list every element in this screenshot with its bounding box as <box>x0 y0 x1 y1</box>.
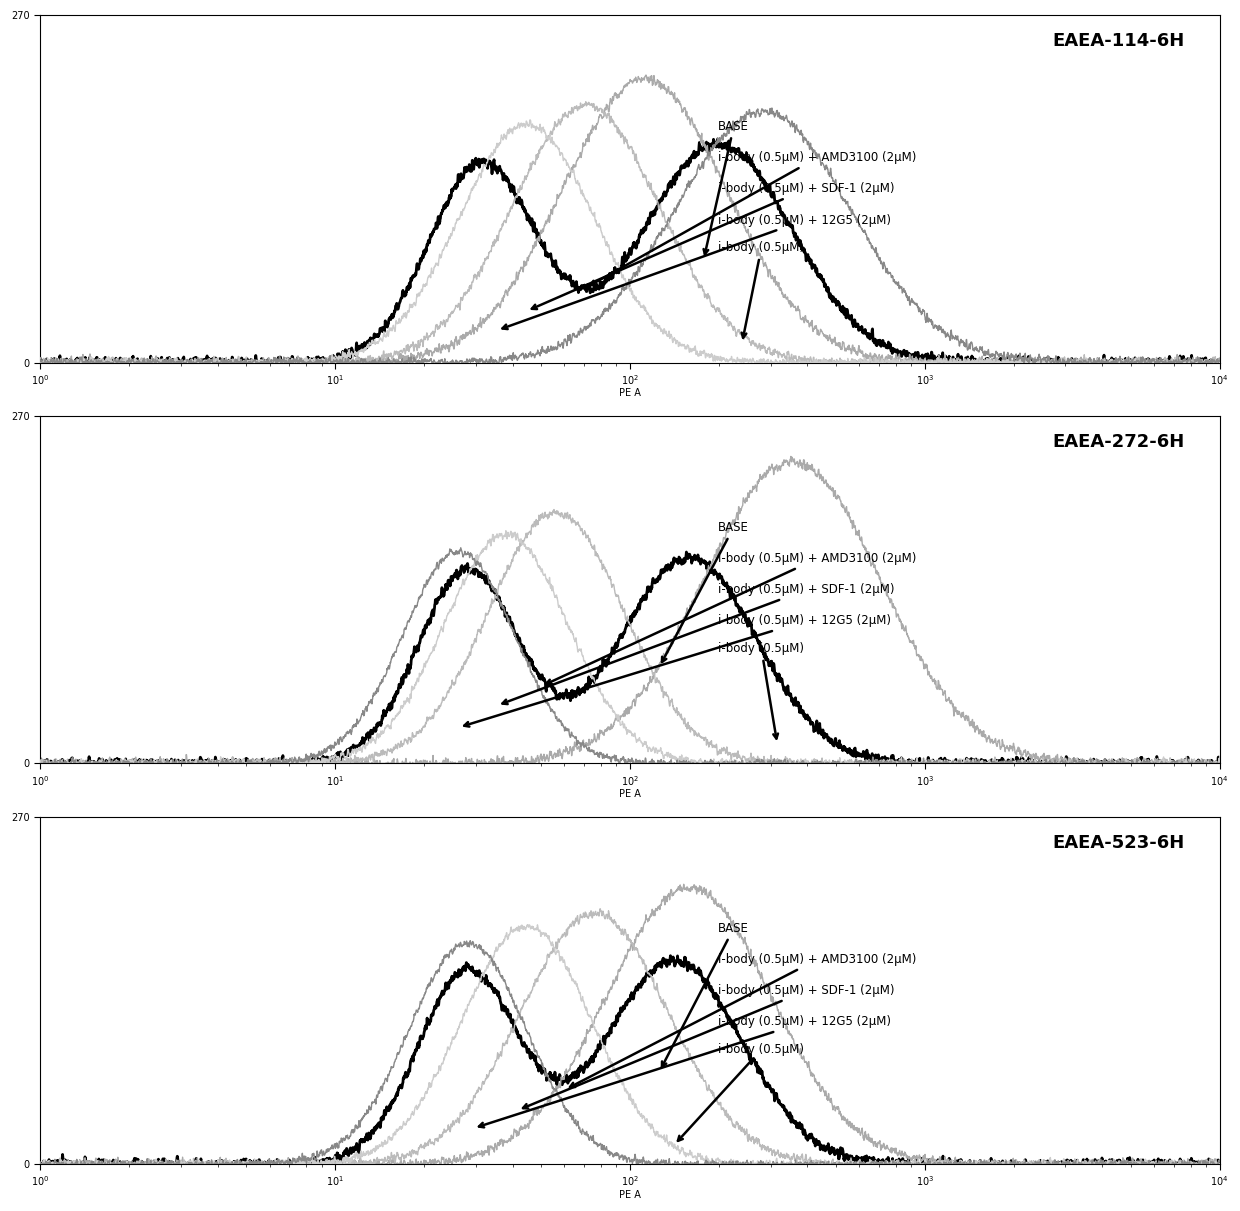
Text: EAEA-523-6H: EAEA-523-6H <box>1052 834 1184 853</box>
Text: EAEA-114-6H: EAEA-114-6H <box>1052 33 1184 51</box>
Text: i-body (0.5μM) + AMD3100 (2μM): i-body (0.5μM) + AMD3100 (2μM) <box>570 953 916 1087</box>
Text: i-body (0.5μM) + SDF-1 (2μM): i-body (0.5μM) + SDF-1 (2μM) <box>532 183 895 309</box>
Text: i-body (0.5μM) + SDF-1 (2μM): i-body (0.5μM) + SDF-1 (2μM) <box>523 985 895 1108</box>
Text: i-body (0.5μM) + AMD3100 (2μM): i-body (0.5μM) + AMD3100 (2μM) <box>547 552 916 684</box>
Text: i-body (0.5μM) + SDF-1 (2μM): i-body (0.5μM) + SDF-1 (2μM) <box>502 584 895 704</box>
Text: i-body (0.5μM): i-body (0.5μM) <box>718 241 805 338</box>
Text: i-body (0.5μM) + AMD3100 (2μM): i-body (0.5μM) + AMD3100 (2μM) <box>590 151 916 285</box>
Text: EAEA-272-6H: EAEA-272-6H <box>1052 434 1184 452</box>
X-axis label: PE A: PE A <box>619 1190 641 1200</box>
Text: BASE: BASE <box>662 521 749 662</box>
Text: BASE: BASE <box>703 120 749 254</box>
Text: i-body (0.5μM) + 12G5 (2μM): i-body (0.5μM) + 12G5 (2μM) <box>479 1015 892 1127</box>
Text: i-body (0.5μM) + 12G5 (2μM): i-body (0.5μM) + 12G5 (2μM) <box>502 213 892 329</box>
X-axis label: PE A: PE A <box>619 388 641 398</box>
Text: i-body (0.5μM): i-body (0.5μM) <box>678 1043 805 1141</box>
Text: i-body (0.5μM) + 12G5 (2μM): i-body (0.5μM) + 12G5 (2μM) <box>464 614 892 727</box>
X-axis label: PE A: PE A <box>619 790 641 799</box>
Text: i-body (0.5μM): i-body (0.5μM) <box>718 642 805 739</box>
Text: BASE: BASE <box>662 922 749 1067</box>
